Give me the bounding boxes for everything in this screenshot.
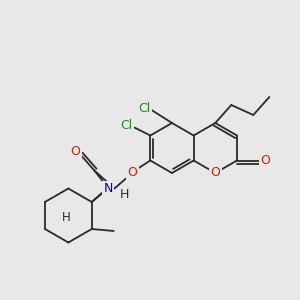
Text: Cl: Cl — [138, 103, 150, 116]
Text: Cl: Cl — [120, 119, 133, 132]
Text: H: H — [120, 188, 129, 201]
Text: O: O — [210, 167, 220, 179]
Text: N: N — [104, 182, 113, 195]
Text: O: O — [260, 154, 270, 167]
Text: H: H — [62, 211, 71, 224]
Text: O: O — [128, 166, 137, 179]
Text: O: O — [70, 145, 80, 158]
